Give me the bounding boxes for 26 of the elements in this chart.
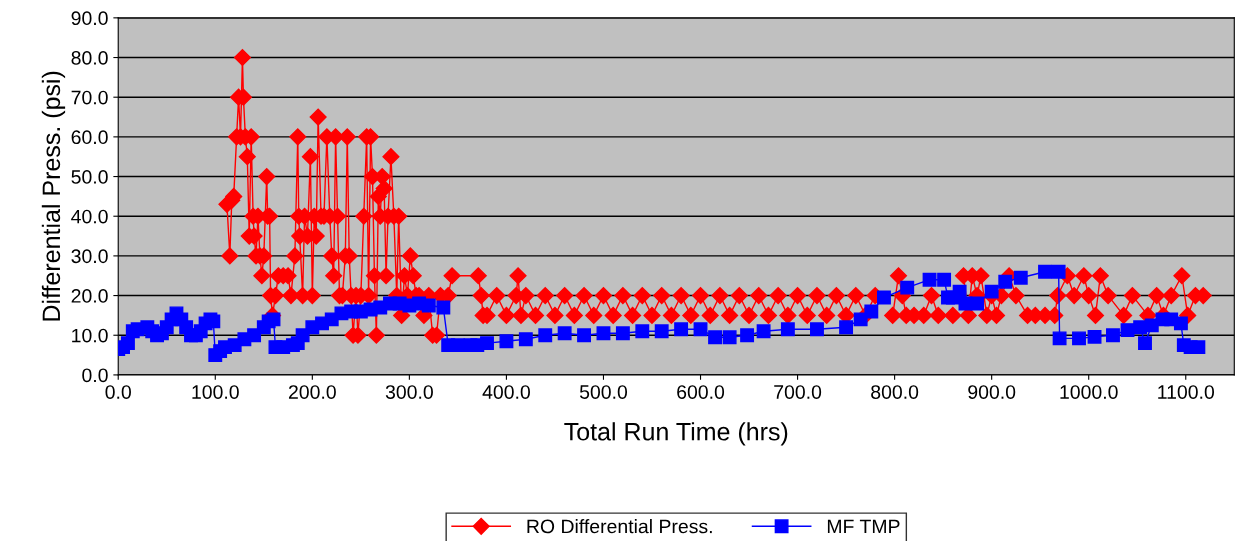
- x-tick-label: 1000.0: [1060, 385, 1118, 399]
- legend-label: MF TMP: [827, 519, 900, 534]
- x-tick-label: 900.0: [968, 385, 1016, 399]
- y-tick-label: 0.0: [82, 368, 108, 383]
- y-tick-label: 50.0: [71, 170, 108, 184]
- y-tick-label: 20.0: [71, 289, 108, 303]
- y-tick-label: 10.0: [72, 328, 108, 343]
- x-tick-label: 1100.0: [1158, 385, 1215, 399]
- y-tick-label: 90.0: [71, 11, 108, 26]
- x-axis-title: Total Run Time (hrs): [564, 422, 788, 446]
- x-tick-label: 600.0: [677, 385, 725, 399]
- x-tick-label: 100.0: [192, 385, 239, 399]
- x-tick-label: 800.0: [871, 385, 919, 399]
- y-tick-label: 40.0: [71, 209, 108, 224]
- y-axis-title: Differential Press. (psi): [41, 71, 66, 321]
- legend-label: RO Differential Press.: [527, 519, 712, 534]
- y-tick-label: 30.0: [71, 249, 108, 264]
- x-tick-label: 500.0: [579, 385, 628, 399]
- y-tick-label: 60.0: [71, 130, 108, 145]
- x-tick-label: 300.0: [385, 385, 433, 399]
- x-tick-label: 400.0: [482, 385, 530, 399]
- y-tick-label: 80.0: [71, 50, 108, 65]
- y-tick-label: 70.0: [71, 90, 108, 105]
- x-tick-label: 0.0: [105, 385, 131, 399]
- x-tick-label: 700.0: [774, 385, 822, 399]
- x-tick-label: 200.0: [288, 385, 336, 399]
